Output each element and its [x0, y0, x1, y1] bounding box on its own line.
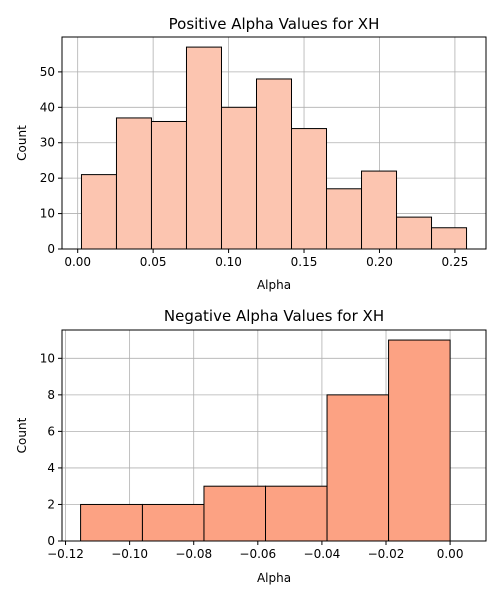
- x-tick-label: 0.00: [437, 547, 464, 561]
- y-tick-label: 50: [40, 65, 55, 79]
- y-ticks: 0 10 20 30 40 50: [40, 65, 62, 256]
- y-tick-label: 20: [40, 171, 55, 185]
- negative-alpha-histogram: −0.12 −0.10 −0.08 −0.06 −0.04 −0.02 0.00 0 2 4 6 8…: [15, 307, 487, 585]
- histogram-bar: [80, 174, 117, 250]
- y-tick-label: 8: [47, 388, 55, 402]
- x-tick-label: 0.05: [140, 255, 167, 269]
- x-tick-label: 0.00: [64, 255, 91, 269]
- histogram-bar: [185, 46, 222, 250]
- x-ticks: −0.12 −0.10 −0.08 −0.06 −0.04 −0.02 0.00: [47, 541, 463, 561]
- y-axis-label: Count: [15, 125, 29, 161]
- x-tick-label: −0.12: [47, 547, 84, 561]
- positive-alpha-histogram: 0.00 0.05 0.10 0.15 0.20 0.25 0 10 20 30 40 50 Pos…: [15, 15, 487, 292]
- x-tick-label: −0.08: [175, 547, 212, 561]
- histogram-bar: [326, 394, 390, 542]
- y-tick-label: 0: [47, 242, 55, 256]
- histogram-bar: [361, 170, 398, 250]
- bars: [80, 339, 451, 542]
- chart-title: Positive Alpha Values for XH: [169, 15, 380, 33]
- y-tick-label: 2: [47, 497, 55, 511]
- axes-frame: [61, 329, 487, 542]
- histogram-bar: [150, 120, 187, 250]
- x-tick-label: −0.04: [304, 547, 341, 561]
- x-tick-label: −0.10: [111, 547, 148, 561]
- x-tick-label: 0.25: [442, 255, 469, 269]
- y-tick-label: 0: [47, 534, 55, 548]
- x-tick-label: 0.15: [291, 255, 318, 269]
- histogram-bar: [431, 227, 468, 250]
- y-axis-label: Count: [15, 417, 29, 453]
- y-ticks: 0 2 4 6 8 10: [40, 351, 62, 548]
- y-tick-label: 10: [40, 207, 55, 221]
- histogram-bar: [326, 188, 363, 250]
- y-tick-label: 6: [47, 424, 55, 438]
- y-tick-label: 4: [47, 461, 55, 475]
- bars: [80, 46, 468, 250]
- histogram-bar: [80, 503, 143, 542]
- x-axis-label: Alpha: [257, 571, 291, 585]
- x-tick-label: −0.06: [239, 547, 276, 561]
- y-tick-label: 10: [40, 351, 55, 365]
- x-ticks: 0.00 0.05 0.10 0.15 0.20 0.25: [64, 249, 468, 269]
- histogram-bar: [220, 106, 257, 250]
- histogram-bar: [141, 503, 205, 542]
- histogram-bar: [255, 78, 293, 250]
- y-tick-label: 40: [40, 100, 55, 114]
- histogram-bar: [203, 485, 267, 542]
- chart-title: Negative Alpha Values for XH: [164, 307, 384, 325]
- y-tick-label: 30: [40, 136, 55, 150]
- x-tick-label: −0.02: [368, 547, 405, 561]
- x-axis-label: Alpha: [257, 278, 291, 292]
- x-tick-label: 0.10: [215, 255, 242, 269]
- histogram-bar: [265, 485, 328, 542]
- x-tick-label: 0.20: [366, 255, 393, 269]
- histogram-bar: [291, 128, 328, 250]
- histogram-bar: [388, 339, 451, 542]
- histogram-bar: [396, 216, 433, 250]
- histogram-bar: [115, 117, 152, 250]
